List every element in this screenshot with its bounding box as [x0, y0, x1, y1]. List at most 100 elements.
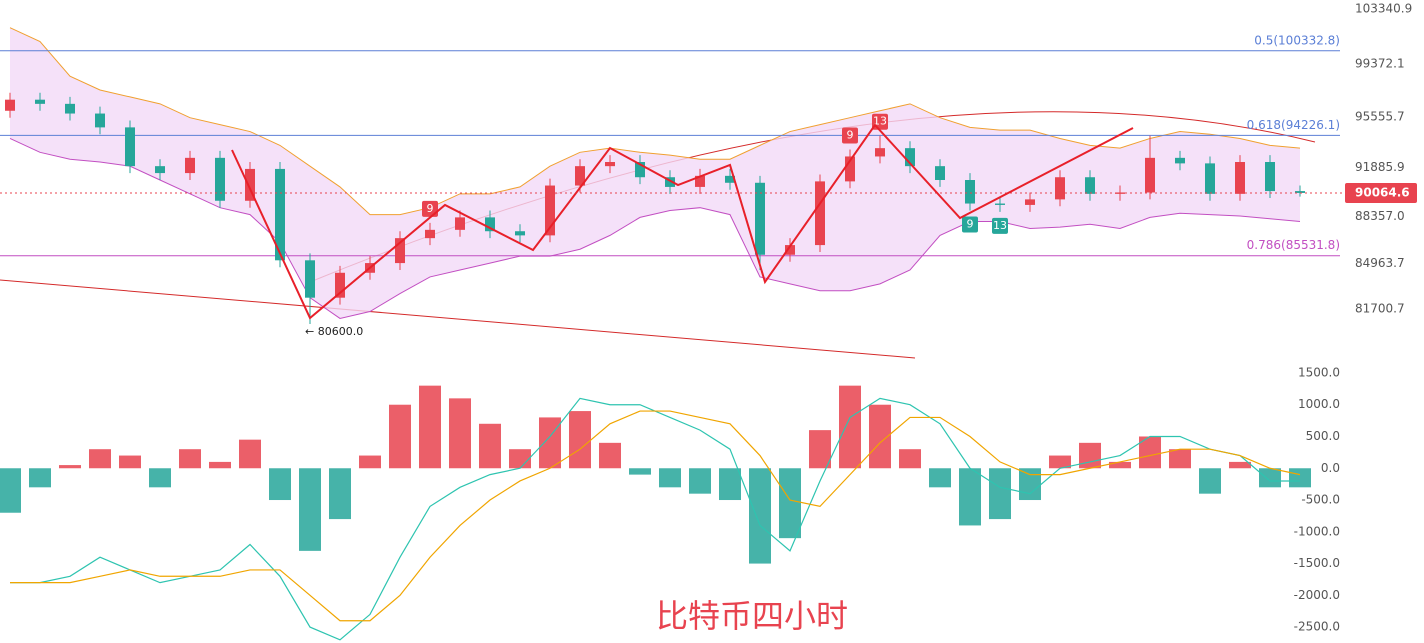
td-label: 13	[993, 219, 1007, 232]
fib-label: 0.786(85531.8)	[1247, 238, 1340, 252]
candle-body	[1295, 191, 1305, 193]
candle-body	[95, 113, 105, 128]
macd-bar	[539, 417, 561, 469]
candle-body	[1145, 157, 1155, 193]
candle-body	[1025, 199, 1035, 205]
candle-body	[1235, 162, 1245, 194]
macd-bar	[269, 468, 291, 501]
macd-bar	[959, 468, 981, 526]
candle-body	[635, 162, 645, 178]
candle-body	[395, 238, 405, 264]
macd-bar	[629, 468, 651, 475]
macd-bar	[419, 385, 441, 469]
macd-bar	[1049, 455, 1071, 469]
fib-label: 0.5(100332.8)	[1254, 33, 1340, 47]
candle-body	[665, 177, 675, 187]
macd-bar	[779, 468, 801, 539]
macd-bar	[599, 442, 621, 469]
candle-body	[1085, 177, 1095, 194]
candle-body	[1265, 162, 1275, 192]
macd-bar	[809, 430, 831, 469]
candle-body	[755, 182, 765, 255]
macd-bar	[509, 449, 531, 469]
macd-bar	[1109, 461, 1131, 469]
low-label: ← 80600.0	[305, 325, 363, 338]
td-label: 13	[873, 115, 887, 128]
macd-bar	[209, 461, 231, 469]
candle-body	[485, 217, 495, 232]
macd-bar	[59, 465, 81, 469]
macd-bar	[1289, 468, 1311, 488]
candle-body	[815, 181, 825, 246]
macd-bar	[479, 423, 501, 469]
wave-path	[231, 123, 1134, 320]
macd-bar	[329, 468, 351, 520]
candle-body	[245, 168, 255, 201]
candle-body	[995, 203, 1005, 205]
candle-body	[845, 156, 855, 182]
macd-bar	[1199, 468, 1221, 494]
candle-body	[515, 231, 525, 236]
macd-bar	[239, 439, 261, 469]
macd-bar	[989, 468, 1011, 520]
td-box	[962, 216, 978, 233]
y-tick-label: 84963.7	[1355, 256, 1405, 270]
candle-body	[935, 166, 945, 180]
last-price-box	[1345, 182, 1417, 203]
macd-bar	[119, 455, 141, 469]
candle-body	[545, 185, 555, 236]
macd-bar	[569, 411, 591, 469]
candle-body	[875, 148, 885, 157]
macd-bar	[689, 468, 711, 494]
candle-body	[155, 166, 165, 174]
macd-bar	[1079, 442, 1101, 469]
y-tick-label: 500.0	[1306, 429, 1340, 443]
td-label: 9	[427, 202, 434, 215]
macd-bar	[29, 468, 51, 488]
candle-body	[1055, 177, 1065, 200]
candle-body	[905, 148, 915, 167]
y-tick-label: -1500.0	[1294, 556, 1340, 570]
chart-title: 比特币四小时	[656, 597, 848, 635]
y-tick-label: -1000.0	[1294, 524, 1340, 538]
candle-body	[965, 180, 975, 204]
macd-bar	[389, 404, 411, 469]
macd-bar	[359, 455, 381, 469]
candle-body	[1205, 163, 1215, 194]
y-tick-label: 1500.0	[1298, 365, 1340, 379]
macd-bar	[659, 468, 681, 488]
macd-bar	[1229, 461, 1251, 469]
macd-line	[10, 410, 1301, 622]
candle-body	[455, 217, 465, 230]
macd-bar	[1139, 436, 1161, 469]
macd-panel: 1500.0 1000.0 500.0 0.0 -500.0 -1000.0 -1500.0…	[0, 365, 1340, 641]
macd-bar	[1169, 449, 1191, 469]
y-tick-label: -500.0	[1301, 493, 1340, 507]
td-box	[842, 127, 858, 144]
macd-bar	[899, 449, 921, 469]
candle-body	[605, 162, 615, 167]
macd-bar	[1259, 468, 1281, 488]
candle-body	[125, 127, 135, 167]
candle-body	[65, 103, 75, 114]
macd-bar	[149, 468, 171, 488]
macd-bar	[749, 468, 771, 564]
lower-band	[9, 138, 1301, 319]
y-tick-label: -2500.0	[1294, 620, 1340, 634]
candle-body	[35, 99, 45, 104]
macd-bar	[839, 385, 861, 469]
upper-band	[9, 27, 1301, 216]
candle-body	[335, 272, 345, 298]
candle-body	[1175, 157, 1185, 164]
candle-body	[575, 166, 585, 186]
y-tick-label: 99372.1	[1355, 57, 1405, 71]
macd-bar	[0, 468, 21, 513]
macd-bar	[1019, 468, 1041, 501]
y-tick-label: 103340.9	[1355, 2, 1412, 16]
y-tick-label: 91885.9	[1355, 160, 1405, 174]
td-label: 9	[967, 217, 974, 230]
macd-bar	[449, 398, 471, 469]
td-box	[992, 217, 1008, 234]
macd-bar	[179, 449, 201, 469]
